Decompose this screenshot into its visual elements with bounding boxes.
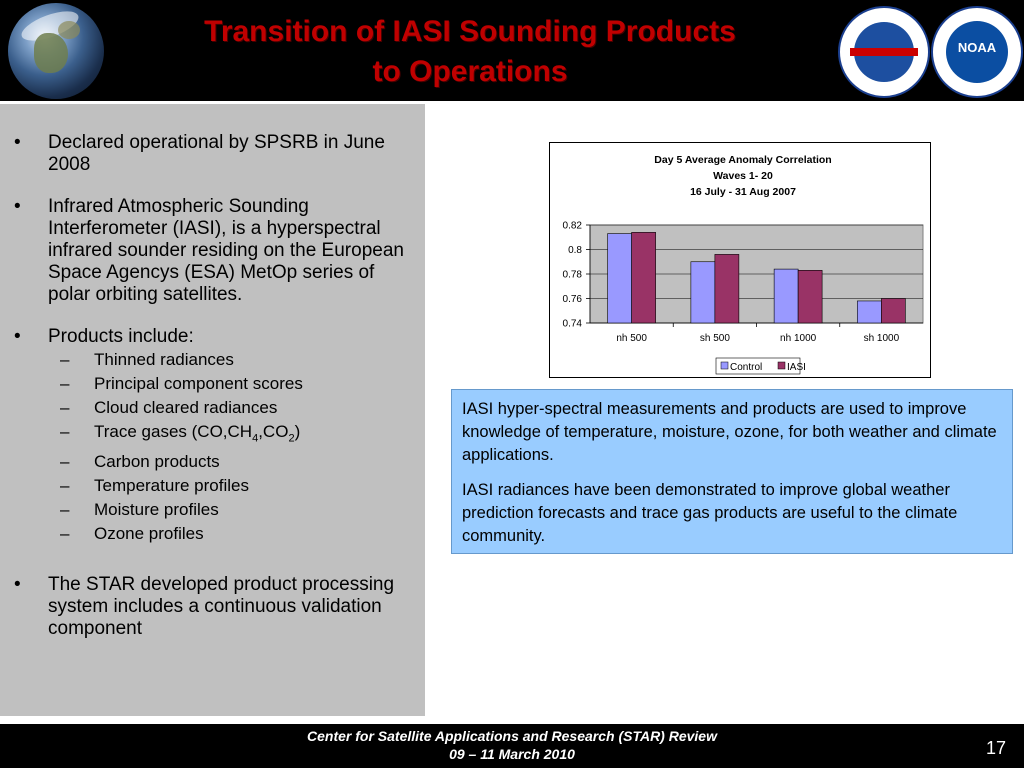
bar-control [857,300,882,324]
legend-swatch [777,361,786,370]
earth-globe-image [8,3,104,99]
info-paragraph-1: IASI hyper-spectral measurements and pro… [462,400,997,464]
y-tick-label: 0.82 [563,221,583,232]
dash-symbol: – [60,500,70,520]
chart-title-line: 16 July - 31 Aug 2007 [690,186,796,198]
chart-svg: Day 5 Average Anomaly Correlation Waves 1… [563,154,924,375]
bullet-text: Declared operational by SPSRB in June 20… [48,132,385,175]
y-tick-label: 0.76 [563,294,583,305]
anomaly-correlation-chart: Day 5 Average Anomaly Correlation Waves 1… [549,142,931,378]
info-paragraph-2: IASI radiances have been demonstrated to… [462,481,958,545]
bullet-text: Infrared Atmospheric Sounding Interferom… [48,196,404,305]
sub-bullet-text: Carbon products [94,452,220,472]
sub-bullet-text: Moisture profiles [94,500,219,520]
bar-iasi [797,270,823,324]
noaa-logo: NOAA [931,6,1023,98]
slide-title: Transition of IASI Sounding Products to … [110,12,830,92]
dash-symbol: – [60,524,70,544]
bullet-symbol: • [14,574,21,596]
x-tick-label: nh 1000 [780,333,817,344]
chart-title-line: Waves 1- 20 [713,170,773,182]
title-line-2: to Operations [372,55,568,88]
bullet-text: The STAR developed product processing sy… [48,574,395,640]
dash-symbol: – [60,452,70,472]
sub-bullet-item: – Temperature profiles [14,474,414,498]
bar-iasi [714,254,740,324]
left-panel [0,104,425,716]
sub-bullet-item: – Moisture profiles [14,498,414,522]
dash-symbol: – [60,398,70,417]
footer-line-2: 09 – 11 March 2010 [449,746,575,762]
footer-bar: Center for Satellite Applications and Re… [0,724,1024,768]
sub-bullet-text: Principal component scores [94,374,303,393]
bar-control [690,261,716,324]
dash-symbol: – [60,422,70,441]
bullet-symbol: • [14,196,21,217]
legend-label: IASI [787,362,806,373]
bullet-text: Products include: [48,326,194,347]
sub-bullet-text: Cloud cleared radiances [94,398,278,417]
noaa-logo-text: NOAA [957,40,997,55]
sub-bullet-text: Thinned radiances [94,350,234,369]
chart-title-line: Day 5 Average Anomaly Correlation [654,154,831,166]
sub-bullet-item: – Trace gases (CO,CH4,CO2) [14,420,414,450]
bullet-list: • Declared operational by SPSRB in June … [14,132,414,640]
header-bar: Transition of IASI Sounding Products to … [0,0,1024,101]
y-tick-label: 0.78 [563,270,583,281]
sub-bullet-text: Trace gases (CO,CH4,CO2) [94,422,301,445]
x-tick-label: sh 500 [700,333,730,344]
sub-bullet-text: Temperature profiles [94,476,249,496]
legend-label: Control [730,362,762,373]
dash-symbol: – [60,350,70,369]
sub-bullet-item: – Ozone profiles [14,522,414,546]
bullet-item: • Declared operational by SPSRB in June … [14,132,414,176]
y-tick-label: 0.74 [563,319,583,330]
x-tick-label: nh 500 [616,333,647,344]
bullet-item: • The STAR developed product processing … [14,574,414,640]
legend-swatch [720,361,729,370]
sub-bullet-item: – Thinned radiances [14,348,414,372]
footer-line-1: Center for Satellite Applications and Re… [307,728,717,744]
bar-iasi [631,232,656,324]
x-tick-label: sh 1000 [864,333,900,344]
info-box: IASI hyper-spectral measurements and pro… [451,389,1013,554]
noaa-nesdis-star-logo [838,6,930,98]
bar-control [773,268,799,324]
sub-bullet-item: – Cloud cleared radiances [14,396,414,420]
sub-bullet-item: – Principal component scores [14,372,414,396]
y-tick-label: 0.8 [568,245,582,256]
bullet-item: • Infrared Atmospheric Sounding Interfer… [14,196,414,306]
dash-symbol: – [60,374,70,393]
bar-control [607,233,632,324]
bar-iasi [881,298,906,324]
sub-bullet-item: – Carbon products [14,450,414,474]
bullet-symbol: • [14,326,21,347]
bullet-symbol: • [14,132,21,153]
page-number: 17 [985,738,1006,758]
dash-symbol: – [60,476,70,496]
header-divider [0,101,718,104]
title-line-1: Transition of IASI Sounding Products [204,15,736,48]
bullet-item: • Products include: [14,326,414,348]
sub-bullet-text: Ozone profiles [94,524,204,544]
